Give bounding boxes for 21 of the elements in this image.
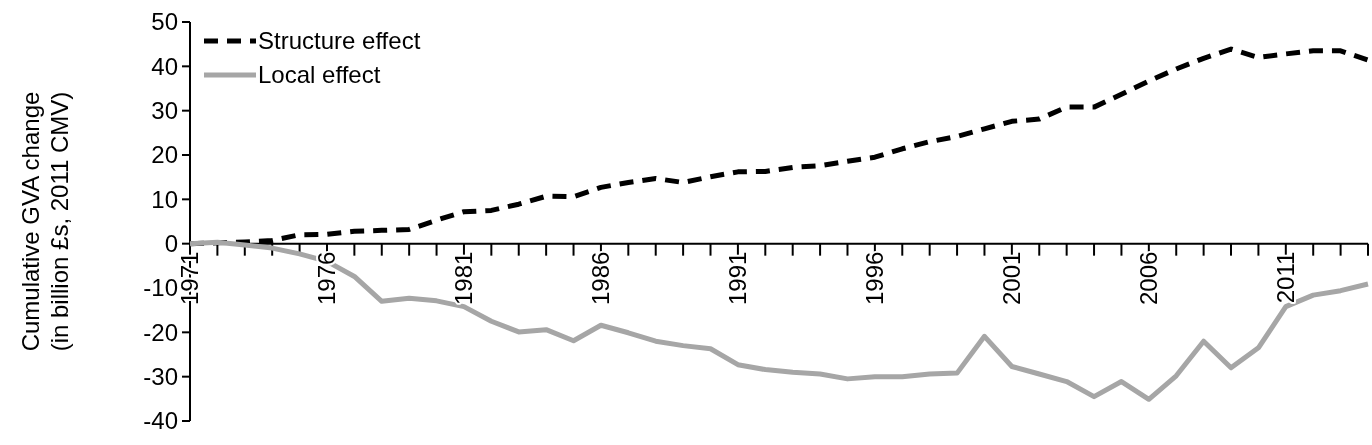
y-tick-label: 20	[151, 141, 178, 169]
y-tick-label: 10	[151, 185, 178, 213]
y-tick-label: -30	[143, 363, 178, 391]
y-tick-label: 40	[151, 52, 178, 80]
y-axis-title: Cumulative GVA change (in billion £s, 2011 CMV)	[17, 91, 73, 352]
x-tick-label: 2006	[1135, 251, 1163, 306]
x-tick-label: 2001	[998, 251, 1026, 306]
y-tick-label: 0	[164, 230, 178, 258]
legend-label: Local effect	[258, 61, 381, 89]
x-tick-label: 1991	[724, 251, 752, 306]
x-tick-label: 2011	[1272, 251, 1300, 304]
legend-label: Structure effect	[258, 27, 421, 55]
y-tick-label: -10	[143, 274, 178, 302]
y-tick-label: -20	[143, 318, 178, 346]
x-tick-label: 1976	[313, 251, 341, 306]
y-tick-label: -40	[143, 407, 178, 435]
y-tick-label: 50	[151, 8, 178, 36]
y-tick-label: 30	[151, 97, 178, 125]
x-tick-label: 1986	[587, 251, 615, 306]
x-tick-label: 1996	[861, 251, 889, 306]
x-tick-label: 1981	[450, 251, 478, 306]
